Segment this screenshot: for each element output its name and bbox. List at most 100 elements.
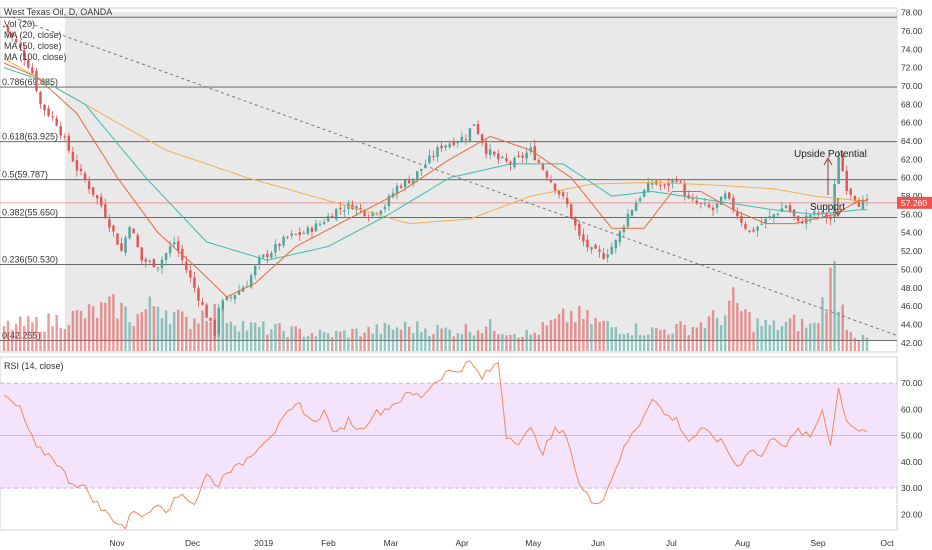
volume-bar bbox=[719, 325, 723, 351]
candle-body bbox=[440, 145, 443, 149]
candle-body bbox=[140, 247, 143, 261]
candle-body bbox=[829, 216, 832, 220]
ma100-line bbox=[3, 58, 867, 225]
candle-body bbox=[233, 294, 237, 300]
volume-bar bbox=[31, 322, 34, 351]
candle-body bbox=[740, 216, 743, 223]
volume-bar bbox=[780, 325, 784, 351]
volume-bar bbox=[387, 324, 391, 351]
candle-body bbox=[10, 32, 14, 38]
volume-bar bbox=[748, 312, 751, 351]
candle-body bbox=[302, 233, 306, 235]
volume-bar bbox=[189, 329, 192, 351]
volume-bar bbox=[537, 334, 541, 351]
candle-body bbox=[116, 233, 119, 245]
candle-body bbox=[225, 296, 229, 301]
candle-body bbox=[788, 205, 792, 212]
price-tick-label: 48.00 bbox=[901, 283, 923, 293]
candle-body bbox=[760, 223, 763, 225]
candle-body bbox=[266, 253, 269, 258]
candle-body bbox=[578, 223, 581, 236]
candle-body bbox=[703, 203, 707, 205]
month-tick-label: Aug bbox=[735, 538, 750, 548]
legend-ma100: MA (100, close) bbox=[4, 52, 67, 62]
volume-bar bbox=[326, 333, 330, 351]
volume-bar bbox=[249, 322, 253, 351]
candle-body bbox=[561, 192, 565, 197]
volume-bar bbox=[47, 313, 50, 351]
candle-body bbox=[51, 116, 54, 118]
candle-body bbox=[472, 124, 476, 126]
candle-body bbox=[87, 180, 91, 190]
volume-bar bbox=[245, 330, 249, 351]
volume-bar bbox=[181, 311, 184, 351]
volume-bar bbox=[728, 300, 731, 351]
volume-bar bbox=[513, 333, 516, 351]
month-tick-label: 2019 bbox=[254, 538, 273, 548]
candle-body bbox=[391, 193, 395, 198]
rsi-tick-label: 50.00 bbox=[901, 431, 923, 441]
volume-bar bbox=[43, 331, 46, 351]
volume-bar bbox=[707, 316, 711, 351]
volume-bar bbox=[497, 334, 500, 351]
candle-body bbox=[326, 215, 330, 222]
candle-body bbox=[330, 216, 334, 218]
candle-body bbox=[108, 219, 111, 228]
candle-body bbox=[351, 204, 354, 210]
volume-bar bbox=[440, 328, 443, 351]
volume-bar bbox=[59, 327, 62, 351]
volume-bar bbox=[468, 332, 472, 351]
volume-bar bbox=[549, 319, 553, 351]
candle-body bbox=[39, 91, 42, 104]
candle-body bbox=[574, 217, 577, 226]
candle-body bbox=[79, 168, 83, 172]
candle-body bbox=[262, 254, 265, 258]
volume-bar bbox=[651, 327, 654, 351]
volume-bar bbox=[335, 330, 338, 351]
candle-body bbox=[582, 234, 585, 242]
candle-body bbox=[776, 213, 780, 215]
candle-body bbox=[501, 157, 504, 159]
volume-bar bbox=[760, 325, 763, 351]
candle-body bbox=[837, 156, 840, 184]
volume-bar bbox=[403, 321, 407, 351]
volume-bar bbox=[286, 337, 289, 351]
candle-body bbox=[626, 213, 630, 227]
volume-bar bbox=[541, 322, 545, 351]
candle-body bbox=[258, 257, 261, 264]
volume-bar bbox=[590, 324, 593, 351]
volume-bar bbox=[809, 323, 812, 351]
candle-body bbox=[784, 205, 788, 208]
month-tick-label: Jul bbox=[666, 538, 677, 548]
candle-body bbox=[136, 235, 139, 248]
volume-bar bbox=[687, 335, 690, 351]
volume-bar bbox=[634, 323, 638, 351]
volume-bar bbox=[63, 329, 66, 351]
candle-body bbox=[460, 136, 464, 143]
volume-bar bbox=[225, 323, 229, 351]
candle-body bbox=[403, 179, 407, 187]
candle-body bbox=[164, 253, 168, 260]
price-tick-label: 68.00 bbox=[901, 99, 923, 109]
candle-body bbox=[468, 128, 472, 142]
volume-bar bbox=[638, 334, 642, 351]
volume-bar bbox=[152, 306, 156, 351]
month-tick-label: Dec bbox=[185, 538, 201, 548]
candle-body bbox=[707, 204, 711, 208]
volume-bar bbox=[136, 313, 139, 351]
volume-bar bbox=[314, 336, 318, 351]
volume-bar bbox=[14, 323, 18, 351]
candle-body bbox=[699, 202, 703, 204]
candle-body bbox=[728, 192, 731, 199]
candle-body bbox=[253, 265, 257, 276]
volume-bar bbox=[375, 324, 378, 351]
upside-arrow-head bbox=[823, 156, 833, 166]
volume-bar bbox=[460, 334, 464, 351]
volume-bar bbox=[367, 326, 370, 351]
candle-body bbox=[768, 215, 771, 218]
volume-bar bbox=[723, 315, 727, 351]
volume-bar bbox=[675, 323, 678, 351]
volume-bar bbox=[428, 336, 431, 351]
candle-body bbox=[379, 210, 383, 215]
